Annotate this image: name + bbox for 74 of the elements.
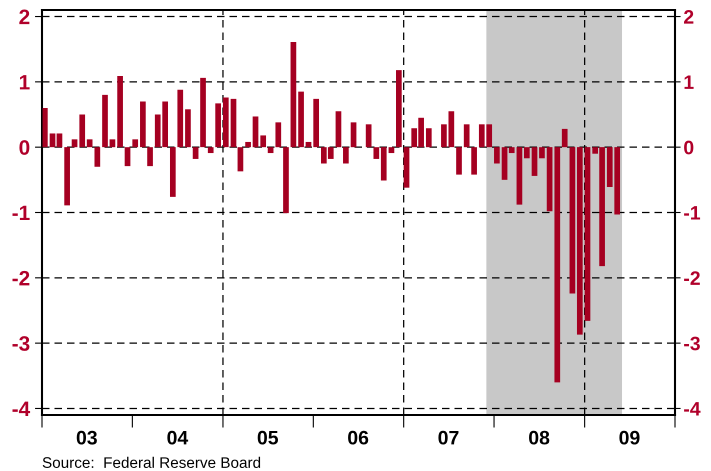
bar <box>238 147 244 172</box>
bar <box>584 147 590 321</box>
bar <box>350 122 356 148</box>
bar <box>177 90 184 148</box>
bar <box>478 124 485 148</box>
bar <box>208 147 214 154</box>
y-tick-label: 1 <box>20 75 30 90</box>
x-tick-label: 07 <box>438 430 458 445</box>
bar <box>283 147 289 214</box>
y2-tick-label: 0 <box>684 140 694 154</box>
bar <box>154 114 161 148</box>
bar <box>170 147 176 197</box>
x-tick-label: 08 <box>529 430 550 445</box>
source-note: Source: Federal Reserve Board <box>42 456 260 468</box>
bar <box>486 124 492 148</box>
bar <box>464 124 470 148</box>
bar <box>396 70 402 148</box>
bar <box>124 147 130 166</box>
bar <box>380 147 387 180</box>
bar <box>200 78 206 148</box>
y-tick-label: -3 <box>12 336 30 351</box>
y2-tick-label: -1 <box>684 206 700 220</box>
bar <box>222 98 229 148</box>
bar <box>404 147 410 188</box>
bar <box>147 147 153 166</box>
bar <box>570 147 576 294</box>
x-tick-label: 05 <box>258 430 278 445</box>
y2-tick-label: 1 <box>684 76 694 89</box>
bar <box>606 147 613 188</box>
x-tick-label: 03 <box>76 430 97 445</box>
x-tick-label: 04 <box>167 430 188 445</box>
y-tick-label: -1 <box>12 206 30 220</box>
bar <box>162 101 168 148</box>
bar <box>72 139 78 148</box>
y2-tick-label: -3 <box>684 336 700 350</box>
bar <box>562 128 568 148</box>
bar <box>546 147 552 212</box>
bar <box>366 124 372 148</box>
bar <box>336 111 342 148</box>
x-tick-label: 09 <box>619 430 640 445</box>
bar <box>230 98 236 148</box>
bar <box>260 135 266 148</box>
x-tick-label: 06 <box>348 430 368 445</box>
bar <box>554 147 560 382</box>
bar <box>215 103 221 148</box>
bar <box>94 147 100 167</box>
bar <box>471 147 477 175</box>
y2-tick-label: 2 <box>684 10 694 24</box>
bar <box>614 147 620 214</box>
bar <box>268 147 274 154</box>
bar <box>494 147 500 164</box>
bar <box>290 42 296 148</box>
bar <box>192 147 198 159</box>
bar <box>185 109 191 148</box>
y-tick-label: 2 <box>19 10 30 24</box>
y2-tick-label: -2 <box>684 271 700 285</box>
bar <box>117 76 123 148</box>
bar <box>373 147 380 159</box>
bar <box>86 139 92 148</box>
bar <box>576 147 583 335</box>
bar <box>426 128 432 148</box>
bar <box>313 98 320 148</box>
bar <box>275 122 282 148</box>
y-tick-label: -4 <box>12 402 30 416</box>
bar <box>388 147 394 154</box>
bar <box>456 147 462 175</box>
bar <box>140 101 146 148</box>
y2-tick-label: -4 <box>684 402 701 416</box>
bar <box>64 147 70 206</box>
bar <box>79 114 86 148</box>
y-tick-label: 0 <box>19 140 30 155</box>
bar <box>343 147 349 164</box>
bar <box>132 139 138 148</box>
y-tick-label: -2 <box>12 270 30 286</box>
